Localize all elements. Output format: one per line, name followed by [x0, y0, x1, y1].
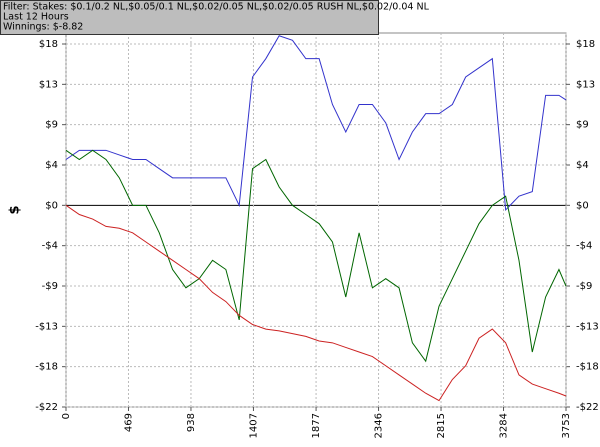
y-tick-label: -$4 [42, 241, 58, 252]
plot-frame [65, 32, 567, 408]
y-tick-label: -$18 [35, 362, 58, 373]
period-text: Last 12 Hours [3, 11, 69, 22]
y-tick-label-right: $4 [576, 160, 589, 171]
y-tick-label: $18 [39, 39, 58, 50]
y-tick-label: $0 [45, 200, 58, 211]
y-tick-label: $9 [45, 120, 58, 131]
y-tick-label-right: -$4 [576, 241, 592, 252]
y-tick-label: -$13 [35, 321, 58, 332]
y-tick-label-right: -$9 [576, 281, 592, 292]
y-tick-label-right: $0 [576, 200, 589, 211]
y-tick-label-right: $13 [576, 79, 595, 90]
header-box [0, 0, 379, 35]
y-tick-label-right: -$22 [576, 402, 599, 413]
y-tick-label: -$22 [35, 402, 58, 413]
x-tick-label: 938 [186, 413, 197, 432]
y-axis-label: $ [8, 205, 23, 214]
y-tick-label-right: $9 [576, 120, 589, 131]
winnings-text: Winnings: $-8.82 [3, 21, 83, 32]
x-tick-label: 3284 [499, 413, 510, 438]
y-tick-label-right: -$13 [576, 321, 599, 332]
y-tick-label-right: -$18 [576, 362, 599, 373]
series-line [65, 149, 567, 363]
y-tick-label: -$9 [42, 281, 58, 292]
x-tick-label: 2346 [374, 413, 385, 438]
series-line [65, 35, 567, 212]
y-tick-label: $4 [45, 160, 58, 171]
y-tick-label-right: $18 [576, 39, 595, 50]
x-tick-label: 0 [61, 413, 72, 419]
lines [65, 35, 567, 402]
series-line [65, 204, 567, 402]
filter-text: Filter: Stakes: $0.1/0.2 NL,$0.05/0.1 NL… [3, 1, 430, 12]
y-tick-label: $13 [39, 79, 58, 90]
x-tick-label: 3753 [561, 413, 572, 438]
x-tick-label: 1877 [311, 413, 322, 438]
x-tick-label: 1407 [248, 413, 259, 438]
x-tick-label: 2815 [436, 413, 447, 438]
grid [62, 33, 570, 411]
x-tick-label: 469 [123, 413, 134, 432]
